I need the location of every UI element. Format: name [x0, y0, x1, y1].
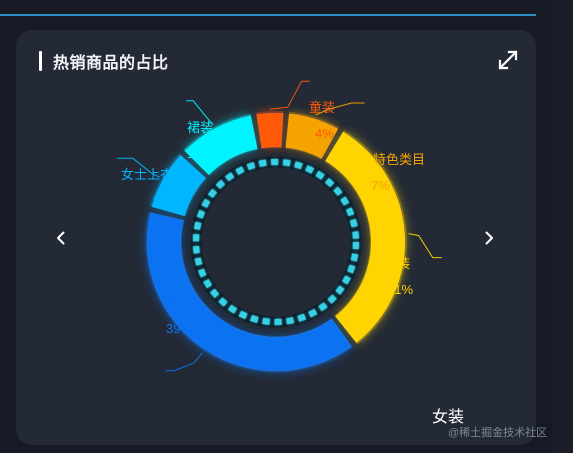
expand-icon — [498, 50, 518, 70]
donut-slice[interactable] — [285, 113, 339, 160]
title-accent-bar — [39, 51, 42, 71]
top-accent-line — [0, 14, 536, 16]
donut-slice[interactable] — [324, 131, 406, 344]
card-title: 热销商品的占比 — [53, 55, 169, 72]
label-leader-line — [165, 352, 203, 372]
donut-labels: 童装 4% 特色类目 7% 裤装 31% 外套 39% 女士上衣 8% 裙装 10% — [116, 80, 442, 372]
card-header: 热销商品的占比 — [39, 50, 169, 72]
chevron-left-icon — [57, 231, 65, 245]
donut-slice[interactable] — [146, 211, 353, 372]
slice-name-label: 童装 — [309, 100, 335, 115]
slice-value-label: 39% — [166, 321, 192, 336]
hot-products-card: 热销商品的占比 — [16, 30, 536, 445]
label-leader-line — [315, 102, 365, 116]
previous-chart-button[interactable] — [49, 226, 73, 250]
slice-value-label: 8% — [153, 193, 172, 208]
selected-category-label: 女装 — [432, 409, 465, 426]
right-side-background — [553, 0, 573, 453]
donut-chart: 童装 4% 特色类目 7% 裤装 31% 外套 39% 女士上衣 8% 裙装 10% — [16, 30, 536, 445]
slice-value-label: 7% — [371, 178, 390, 193]
slice-name-label: 外套 — [166, 295, 192, 310]
label-leader-line — [116, 157, 161, 178]
donut-slice[interactable] — [255, 112, 284, 149]
chevron-right-icon — [485, 231, 493, 245]
donut-chart-svg: 童装 4% 特色类目 7% 裤装 31% 外套 39% 女士上衣 8% 裙装 10% — [116, 80, 442, 374]
donut-slices — [146, 112, 406, 372]
slice-name-label: 裤装 — [384, 256, 410, 271]
donut-slice[interactable] — [151, 154, 207, 217]
slice-value-label: 10% — [187, 146, 213, 161]
slice-name-label: 裙装 — [187, 120, 213, 135]
label-leader-line — [408, 233, 442, 259]
label-leader-line — [269, 80, 310, 110]
watermark-text: @稀土掘金技术社区 — [448, 427, 548, 439]
next-chart-button[interactable] — [477, 226, 501, 250]
label-leader-line — [186, 100, 214, 126]
slice-name-label: 女士上衣 — [121, 167, 173, 182]
donut-inner-ring — [190, 156, 362, 328]
expand-button[interactable] — [496, 48, 520, 72]
inner-dashed-ring — [193, 159, 359, 325]
donut-slice[interactable] — [183, 114, 258, 176]
slice-value-label: 4% — [315, 126, 334, 141]
slice-value-label: 31% — [387, 282, 413, 297]
slice-name-label: 特色类目 — [373, 152, 425, 167]
